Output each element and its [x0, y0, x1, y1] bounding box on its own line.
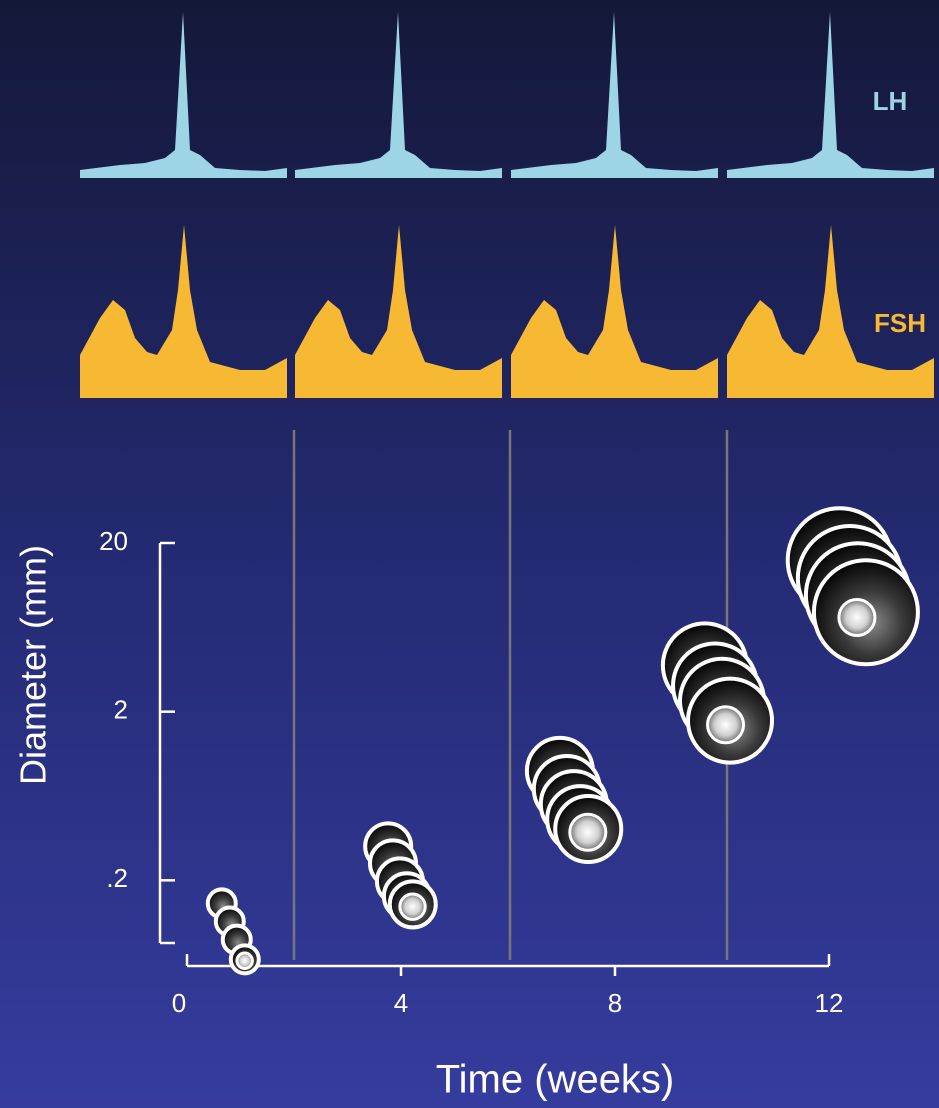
lh-label: LH: [873, 86, 908, 116]
hormone-panels: [80, 12, 934, 398]
y-axis-label: Diameter (mm): [13, 545, 54, 785]
bubble-highlight: [837, 597, 877, 637]
y-tick-label: 20: [99, 526, 128, 556]
fsh-profile: [80, 225, 287, 398]
x-tick-label: 0: [172, 988, 186, 1018]
fsh-profile: [511, 225, 718, 398]
bubble-highlight: [706, 705, 746, 745]
x-tick-label: 8: [608, 988, 622, 1018]
x-tick-label: 4: [394, 988, 408, 1018]
x-tick-label: 12: [815, 988, 844, 1018]
lh-profile: [295, 12, 502, 178]
y-tick-label: .2: [106, 863, 128, 893]
bubble-highlight: [398, 892, 427, 921]
x-axis-label: Time (weeks): [436, 1058, 675, 1102]
lh-profile: [727, 12, 934, 178]
bubble-highlight: [235, 951, 254, 970]
fsh-label: FSH: [874, 308, 926, 338]
lh-profile: [80, 12, 287, 178]
lh-profile: [511, 12, 718, 178]
y-tick-label: 2: [114, 695, 128, 725]
bubble-highlight: [568, 812, 608, 852]
fsh-profile: [295, 225, 502, 398]
fsh-profile: [727, 225, 934, 398]
